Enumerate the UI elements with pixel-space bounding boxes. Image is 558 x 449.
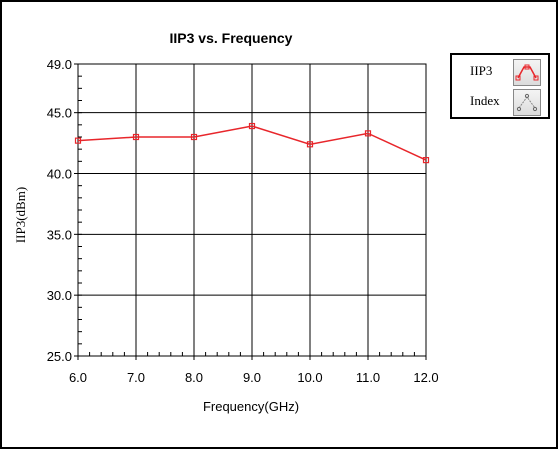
- y-tick-label: 25.0: [47, 349, 72, 364]
- series-line: [77, 125, 427, 161]
- y-tick-label: 30.0: [47, 288, 72, 303]
- x-tick-label: 11.0: [356, 370, 380, 385]
- y-tick-label: 49.0: [47, 57, 72, 72]
- data-point: [306, 141, 314, 148]
- data-point: [190, 133, 198, 141]
- x-tick-label: 9.0: [243, 370, 261, 385]
- legend-item-iip3[interactable]: IIP3: [452, 57, 548, 87]
- data-point: [132, 133, 140, 141]
- line-marker-icon[interactable]: [513, 59, 541, 86]
- legend: IIP3 Index: [450, 53, 550, 119]
- legend-label: IIP3: [470, 63, 493, 78]
- data-point: [364, 130, 372, 137]
- plot-area: 6.0 7.0 8.0 9.0 10.0 11.0 12.0 25.0 30.0 35.0 40.0…: [47, 57, 439, 385]
- x-tick-label: 7.0: [127, 370, 145, 385]
- data-point: [422, 157, 430, 164]
- data-point: [74, 137, 82, 144]
- y-axis-label: IIP3(dBm): [13, 187, 28, 243]
- legend-item-index[interactable]: Index: [452, 87, 548, 117]
- x-tick-label: 10.0: [297, 370, 322, 385]
- y-tick-label: 40.0: [47, 167, 72, 182]
- chart-title: IIP3 vs. Frequency: [170, 30, 293, 46]
- y-tick-label: 45.0: [47, 106, 72, 121]
- x-tick-label: 12.0: [413, 370, 438, 385]
- x-tick-label: 6.0: [69, 370, 87, 385]
- data-point: [248, 122, 256, 130]
- legend-label: Index: [470, 93, 500, 108]
- x-tick-label: 8.0: [185, 370, 203, 385]
- index-marker-icon[interactable]: [513, 89, 541, 116]
- x-axis-label: Frequency(GHz): [203, 399, 299, 414]
- y-tick-label: 35.0: [47, 227, 72, 242]
